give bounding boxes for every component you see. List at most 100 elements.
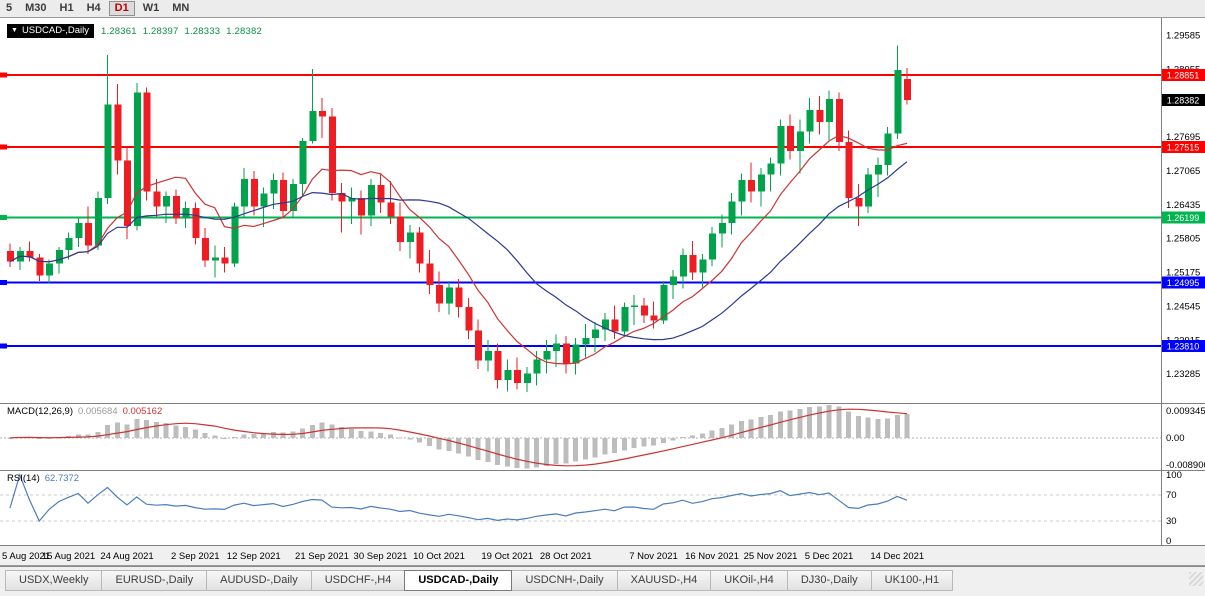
tab-dj30-daily[interactable]: DJ30-,Daily xyxy=(786,570,872,591)
date-label: 24 Aug 2021 xyxy=(100,551,153,562)
candle-body xyxy=(592,329,599,338)
macd-histogram-bar xyxy=(192,429,198,438)
timeframe-button-h4[interactable]: H4 xyxy=(86,2,101,14)
candle-body xyxy=(202,237,209,261)
tab-uk100-h1[interactable]: UK100-,H1 xyxy=(870,570,954,591)
tab-audusd-daily[interactable]: AUDUSD-,Daily xyxy=(206,570,312,591)
hline-handle[interactable] xyxy=(0,215,7,221)
price-badge-value: 1.23810 xyxy=(1167,342,1200,352)
candle-body xyxy=(211,257,219,261)
macd-histogram-bar xyxy=(904,414,910,438)
candle-body xyxy=(172,195,180,219)
hline-handle[interactable] xyxy=(0,279,7,285)
timeframe-button-h1[interactable]: H1 xyxy=(59,2,74,14)
macd-histogram-bar xyxy=(787,410,793,438)
candle-body xyxy=(250,178,258,207)
candle-body xyxy=(289,184,297,212)
candle-body xyxy=(670,276,677,286)
macd-histogram-bar xyxy=(524,437,530,469)
macd-axis-label: -0.008900 xyxy=(1166,460,1205,471)
macd-histogram-bar xyxy=(309,424,315,438)
macd-histogram-bar xyxy=(153,422,159,438)
candle-body xyxy=(377,185,385,203)
macd-histogram-bar xyxy=(173,425,179,438)
date-label: 12 Sep 2021 xyxy=(227,551,281,562)
macd-indicator-label: MACD(12,26,9) 0.005684 0.005162 xyxy=(7,406,162,417)
tab-usdchf-h4[interactable]: USDCHF-,H4 xyxy=(310,570,406,591)
symbol-label-box[interactable]: ▼ USDCAD-,Daily xyxy=(7,24,94,38)
macd-histogram-bar xyxy=(612,437,617,454)
macd-histogram-bar xyxy=(231,436,237,438)
candle-body xyxy=(475,330,482,361)
timeframe-button-mn[interactable]: MN xyxy=(172,2,190,14)
candle-body xyxy=(133,92,141,227)
macd-histogram-bar xyxy=(729,424,734,438)
macd-histogram-bar xyxy=(846,411,851,438)
timeframe-button-w1[interactable]: W1 xyxy=(142,2,160,14)
hline-handle[interactable] xyxy=(0,72,7,78)
tab-usdcnh-daily[interactable]: USDCNH-,Daily xyxy=(511,570,618,591)
candle-body xyxy=(533,359,541,374)
macd-histogram-bar xyxy=(465,437,471,457)
ma-fast-line xyxy=(9,134,908,365)
macd-name: MACD(12,26,9) xyxy=(7,406,73,417)
price-badge xyxy=(1162,211,1205,224)
hline-handle[interactable] xyxy=(0,343,7,349)
macd-histogram-bar xyxy=(485,437,491,463)
candle-body xyxy=(182,207,190,219)
candle-body xyxy=(904,78,911,101)
macd-histogram-bar xyxy=(855,415,861,438)
macd-histogram-bar xyxy=(826,405,832,438)
price-badge xyxy=(1162,94,1205,107)
time-axis-strip xyxy=(0,546,1205,566)
tab-eurusd-daily[interactable]: EURUSD-,Daily xyxy=(101,570,208,591)
price-badge xyxy=(1162,276,1205,289)
tab-ukoil-h4[interactable]: UKOil-,H4 xyxy=(710,570,788,591)
high-value: 1.28397 xyxy=(142,25,179,37)
candle-body xyxy=(445,287,453,304)
candle-body xyxy=(299,141,307,185)
date-label: 21 Sep 2021 xyxy=(295,551,349,562)
candle-body xyxy=(36,257,44,276)
date-label: 5 Dec 2021 xyxy=(805,551,854,562)
macd-histogram-bar xyxy=(348,428,354,438)
macd-histogram-bar xyxy=(641,437,647,447)
candle-body xyxy=(894,70,902,134)
candle-body xyxy=(699,259,707,273)
chart-canvas[interactable]: 1.295851.289551.283251.276951.270651.264… xyxy=(0,0,1205,566)
macd-signal-line xyxy=(9,408,908,467)
date-label: 25 Nov 2021 xyxy=(744,551,798,562)
candle-body xyxy=(738,179,746,202)
macd-histogram-bar xyxy=(446,437,452,452)
candle-body xyxy=(241,178,248,207)
resize-grip[interactable] xyxy=(1189,572,1203,586)
candle-body xyxy=(631,305,638,307)
rsi-line xyxy=(9,473,908,523)
macd-histogram-bar xyxy=(183,426,188,438)
hline-handle[interactable] xyxy=(0,144,7,150)
macd-histogram-bar xyxy=(134,418,140,438)
rsi-axis-label: 30 xyxy=(1166,516,1177,527)
macd-histogram-bar xyxy=(563,437,569,464)
macd-histogram-bar xyxy=(46,437,52,439)
close-value: 1.28382 xyxy=(226,25,262,37)
timeframe-button-5[interactable]: 5 xyxy=(6,2,13,14)
tab-xauusd-h4[interactable]: XAUUSD-,H4 xyxy=(616,570,712,591)
macd-histogram-bar xyxy=(241,434,247,438)
date-label: 30 Sep 2021 xyxy=(354,551,408,562)
macd-histogram-bar xyxy=(280,432,286,438)
date-label: 19 Oct 2021 xyxy=(481,551,533,562)
candle-body xyxy=(387,202,395,217)
tab-usdcad-daily[interactable]: USDCAD-,Daily xyxy=(404,570,513,591)
candle-body xyxy=(621,306,629,332)
candle-body xyxy=(348,198,356,202)
timeframe-button-m30[interactable]: M30 xyxy=(25,2,47,14)
tab-usdx-weekly[interactable]: USDX,Weekly xyxy=(5,570,103,591)
timeframe-button-d1[interactable]: D1 xyxy=(108,1,135,16)
candle-body xyxy=(660,285,668,321)
candle-body xyxy=(367,185,375,216)
macd-histogram-bar xyxy=(514,437,520,469)
macd-histogram-bar xyxy=(7,437,13,439)
candle-body xyxy=(504,370,512,380)
price-badge-value: 1.27515 xyxy=(1167,142,1200,152)
